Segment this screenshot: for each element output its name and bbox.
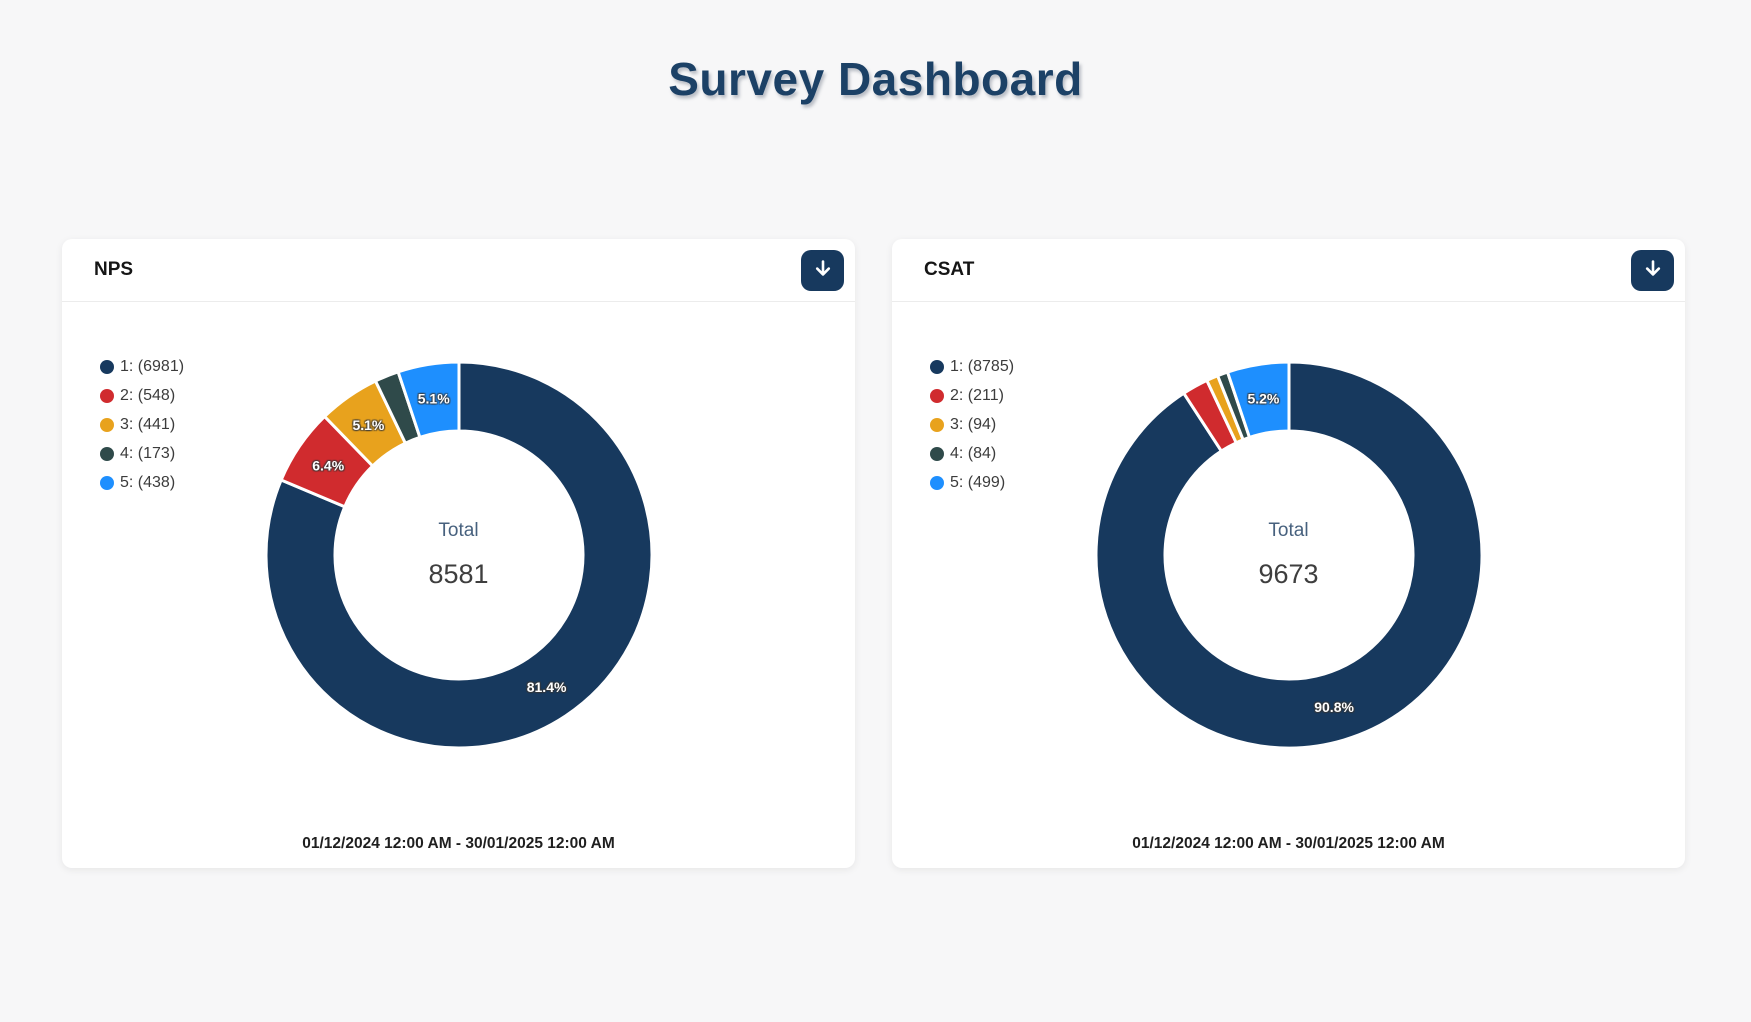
donut-chart: 81.4% 6.4% 5.1% 5.1% Total 8581 xyxy=(259,355,659,755)
legend-label: 5: (438) xyxy=(120,474,176,491)
donut-slice-5 xyxy=(396,360,460,439)
slice-percent-label: 5.1% xyxy=(352,417,384,433)
legend-dot-icon xyxy=(930,476,944,490)
download-button[interactable] xyxy=(801,249,844,291)
legend-item[interactable]: 1: (8785) xyxy=(930,356,1014,378)
legend-dot-icon xyxy=(100,447,114,461)
legend-item[interactable]: 2: (211) xyxy=(930,385,1014,407)
legend-item[interactable]: 2: (548) xyxy=(100,385,184,407)
donut-slice-1 xyxy=(264,360,653,750)
chart-legend: 1: (6981) 2: (548) 3: (441) 4: (173) 5: (438… xyxy=(100,356,184,501)
nps-card-header: NPS xyxy=(62,239,855,302)
legend-item[interactable]: 3: (94) xyxy=(930,414,1014,436)
donut-slice-5 xyxy=(1225,360,1290,439)
slice-percent-label: 6.4% xyxy=(312,458,344,474)
legend-label: 3: (441) xyxy=(120,416,176,433)
donut-chart: 90.8% 5.2% Total 9673 xyxy=(1089,355,1489,755)
donut-svg: 90.8% 5.2% xyxy=(1094,360,1483,750)
slice-percent-label: 5.1% xyxy=(417,391,449,407)
legend-label: 2: (548) xyxy=(120,387,176,404)
legend-item[interactable]: 4: (84) xyxy=(930,443,1014,465)
down-arrow-icon xyxy=(811,257,835,284)
download-button[interactable] xyxy=(1631,249,1674,291)
legend-dot-icon xyxy=(930,360,944,374)
legend-dot-icon xyxy=(100,389,114,403)
chart-legend: 1: (8785) 2: (211) 3: (94) 4: (84) 5: (499) xyxy=(930,356,1014,501)
nps-card-body: 1: (6981) 2: (548) 3: (441) 4: (173) 5: (438… xyxy=(62,302,855,868)
legend-dot-icon xyxy=(100,360,114,374)
cards-row: NPS 1: (6981) 2: (548) 3: (441) 4: (173) 5: … xyxy=(62,239,1685,868)
date-range-label: 01/12/2024 12:00 AM - 30/01/2025 12:00 A… xyxy=(302,835,615,852)
slice-percent-label: 90.8% xyxy=(1314,699,1354,715)
legend-label: 1: (8785) xyxy=(950,358,1015,375)
legend-dot-icon xyxy=(100,418,114,432)
legend-dot-icon xyxy=(930,447,944,461)
donut-slice-1 xyxy=(1094,360,1483,750)
legend-item[interactable]: 4: (173) xyxy=(100,443,184,465)
slice-percent-label: 81.4% xyxy=(526,679,566,695)
legend-label: 1: (6981) xyxy=(120,358,185,375)
page-title: Survey Dashboard xyxy=(668,53,1083,105)
csat-card-body: 1: (8785) 2: (211) 3: (94) 4: (84) 5: (499) … xyxy=(892,302,1685,868)
legend-dot-icon xyxy=(100,476,114,490)
card-title: CSAT xyxy=(924,259,975,280)
card-title: NPS xyxy=(94,259,134,280)
slice-percent-label: 5.2% xyxy=(1247,391,1279,407)
legend-item[interactable]: 3: (441) xyxy=(100,414,184,436)
date-range-label: 01/12/2024 12:00 AM - 30/01/2025 12:00 A… xyxy=(1132,835,1445,852)
legend-item[interactable]: 5: (438) xyxy=(100,472,184,494)
down-arrow-icon xyxy=(1641,257,1665,284)
csat-card: CSAT 1: (8785) 2: (211) 3: (94) 4: (84) 5: (… xyxy=(892,239,1685,868)
nps-card: NPS 1: (6981) 2: (548) 3: (441) 4: (173) 5: … xyxy=(62,239,855,868)
legend-label: 4: (173) xyxy=(120,445,176,462)
csat-card-header: CSAT xyxy=(892,239,1685,302)
legend-label: 5: (499) xyxy=(950,474,1006,491)
legend-item[interactable]: 1: (6981) xyxy=(100,356,184,378)
legend-dot-icon xyxy=(930,389,944,403)
donut-svg: 81.4% 6.4% 5.1% 5.1% xyxy=(264,360,653,750)
legend-dot-icon xyxy=(930,418,944,432)
legend-label: 3: (94) xyxy=(950,416,997,433)
legend-label: 4: (84) xyxy=(950,445,997,462)
legend-item[interactable]: 5: (499) xyxy=(930,472,1014,494)
legend-label: 2: (211) xyxy=(950,387,1004,404)
